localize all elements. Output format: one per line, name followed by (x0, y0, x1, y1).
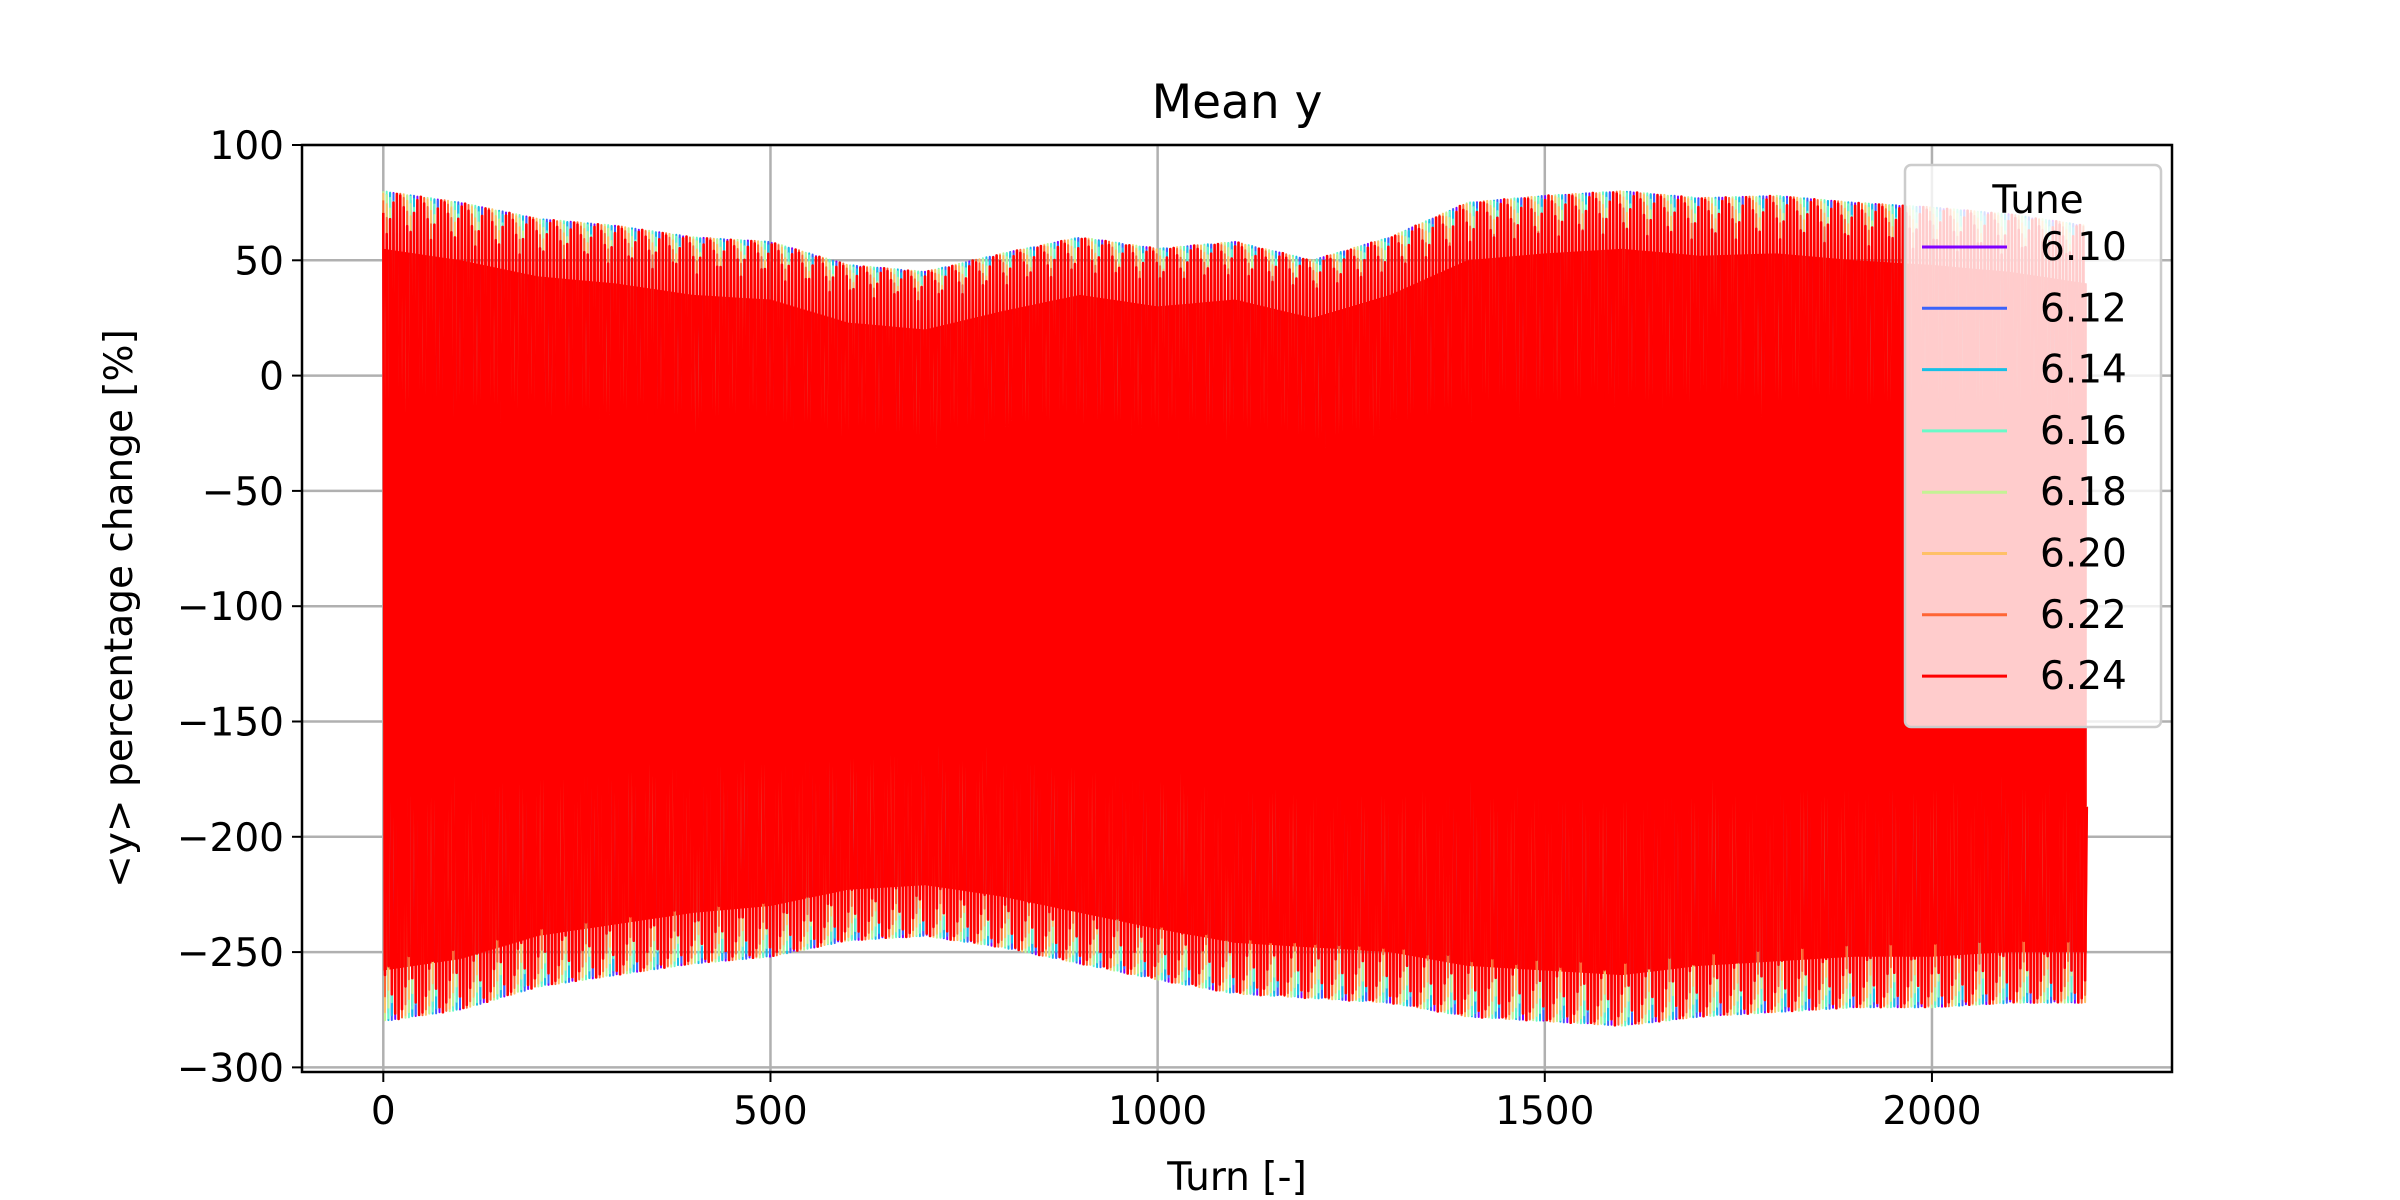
legend: Tune 6.10 6.12 6.14 6.16 6.18 6.20 6.22 6.24 (1903, 163, 2163, 729)
plot-data (382, 190, 2089, 1027)
legend-box (1903, 163, 2163, 729)
y-tick-label: −100 (177, 585, 284, 630)
y-tick-label: 0 (259, 355, 284, 400)
legend-label-6.16: 6.16 (2040, 409, 2127, 454)
y-tick-label: −200 (177, 816, 284, 861)
ticks: 0 500 1000 1500 2000100500−50−100−150−200−25… (177, 124, 1982, 1134)
y-tick-label: −50 (202, 470, 284, 515)
y-tick-label: −150 (177, 700, 284, 745)
axes-frame (300, 143, 2174, 1074)
x-tick-label: 1500 (1495, 1089, 1594, 1134)
chart-title: Mean y (1152, 75, 1323, 130)
y-tick-label: 100 (210, 124, 284, 169)
x-tick-label: 1000 (1108, 1089, 1207, 1134)
legend-label-6.10: 6.10 (2040, 225, 2127, 270)
y-tick-label: −300 (177, 1046, 284, 1091)
y-tick-label: 50 (234, 239, 284, 284)
legend-label-6.20: 6.20 (2040, 532, 2127, 577)
x-tick-label: 500 (733, 1089, 807, 1134)
x-tick-label: 0 (371, 1089, 396, 1134)
legend-label-6.14: 6.14 (2040, 348, 2127, 393)
legend-title: Tune (1991, 178, 2083, 223)
y-axis-label: <y> percentage change [%] (97, 329, 142, 888)
legend-label-6.24: 6.24 (2040, 654, 2127, 699)
x-axis-label: Turn [-] (1166, 1155, 1307, 1200)
series-line-6.24 (382, 191, 2089, 1027)
legend-label-6.22: 6.22 (2040, 593, 2127, 638)
legend-label-6.12: 6.12 (2040, 286, 2127, 331)
legend-label-6.18: 6.18 (2040, 470, 2127, 515)
x-tick-label: 2000 (1882, 1089, 1981, 1134)
y-tick-label: −250 (177, 931, 284, 976)
